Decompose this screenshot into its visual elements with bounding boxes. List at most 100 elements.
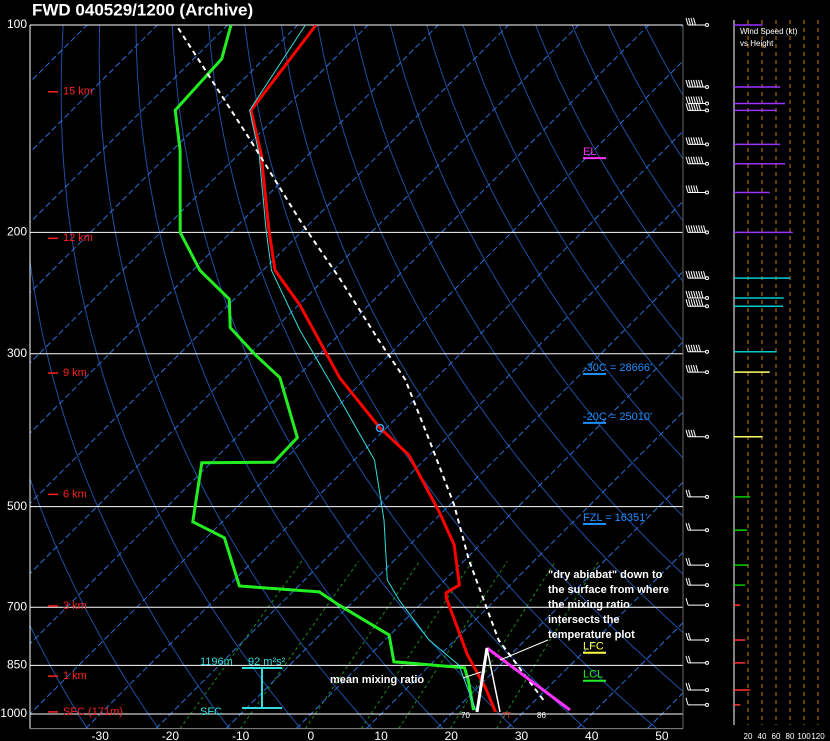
barb-part	[695, 344, 699, 352]
barb-part	[695, 185, 699, 193]
isotherm	[30, 25, 158, 153]
barb-part	[700, 156, 704, 164]
barb-part	[685, 270, 689, 279]
surface-value: 86	[537, 711, 546, 720]
barb-part	[695, 364, 699, 373]
wind-barb	[685, 597, 709, 608]
profile-line	[173, 25, 475, 711]
barb-part	[693, 79, 696, 88]
barb-part	[693, 17, 696, 26]
barb-part	[698, 225, 701, 233]
barb-part	[695, 299, 699, 307]
wind-barb	[685, 96, 709, 106]
barb-part	[693, 344, 696, 352]
dry-adiabat	[30, 257, 230, 729]
surface-value: 70	[461, 711, 470, 720]
barb-part	[690, 364, 694, 373]
barb-part	[685, 577, 689, 586]
barb-part	[688, 185, 691, 193]
barb-part	[700, 299, 704, 307]
dry-adiabat	[60, 25, 302, 729]
barb-part	[690, 185, 694, 193]
barb-part	[690, 17, 694, 26]
isotherm	[30, 25, 650, 645]
annotation: the surface from where	[548, 584, 669, 596]
barb-part	[705, 142, 709, 147]
barb-part	[705, 434, 709, 439]
marker	[375, 423, 385, 433]
barb-part	[705, 638, 709, 643]
background-lines	[30, 25, 830, 729]
barb-part	[690, 137, 694, 145]
dry-adiabat	[135, 25, 444, 729]
dry-adiabat	[280, 25, 683, 692]
barb-part	[695, 79, 699, 88]
barb-part	[698, 96, 701, 104]
barb-part	[705, 190, 709, 195]
barb-part	[693, 270, 696, 279]
height-label: 6 km	[63, 488, 87, 500]
isotherm	[85, 130, 683, 729]
y-tick-label: 300	[7, 346, 27, 360]
barb-part	[695, 156, 699, 164]
barb-part	[688, 299, 691, 307]
x-tick-label: 50	[655, 729, 669, 741]
barb-part	[705, 583, 709, 588]
y-tick-label: 500	[7, 499, 27, 513]
barb-part	[685, 290, 689, 299]
barb-part	[705, 494, 709, 499]
barb-part	[698, 79, 701, 88]
barb-part	[705, 23, 709, 27]
y-tick-label: 200	[7, 225, 27, 239]
barb-part	[698, 270, 701, 279]
barb-part	[705, 660, 709, 665]
barb-part	[695, 225, 699, 233]
barb-part	[688, 557, 691, 566]
x-tick-label: 40	[585, 729, 599, 741]
barb-part	[688, 225, 691, 233]
barb-part	[688, 364, 691, 373]
barb-part	[705, 276, 709, 281]
level-label: LFC	[583, 641, 604, 653]
barb-part	[693, 96, 696, 104]
y-tick-label: 700	[7, 599, 27, 613]
barb-part	[705, 702, 709, 707]
wind-barb	[685, 299, 709, 309]
barb-part	[690, 156, 694, 164]
profile-line	[175, 25, 545, 701]
wind-tick-label: 120	[811, 732, 825, 741]
barb-part	[695, 96, 699, 104]
barb-part	[688, 270, 691, 279]
barb-part	[695, 103, 699, 111]
barb-part	[693, 364, 696, 373]
dry-adiabat	[680, 25, 683, 30]
barb-part	[688, 290, 691, 299]
wind-barb	[685, 697, 709, 707]
barb-part	[685, 299, 689, 307]
pointer	[462, 671, 482, 679]
x-tick-label: -30	[92, 729, 110, 741]
wind-barb	[685, 364, 709, 375]
wind-barb	[685, 137, 709, 147]
wind-title: Wind Speed (kt)	[740, 27, 798, 36]
barb-part	[688, 655, 691, 664]
dry-adiabat	[353, 25, 683, 575]
barb-part	[685, 96, 689, 104]
barb-part	[705, 528, 709, 533]
level-label: LCL	[583, 669, 603, 681]
surface-value: 77	[502, 711, 511, 720]
height-label: 9 km	[63, 367, 87, 379]
barb-part	[688, 137, 691, 145]
dry-adiabat	[826, 25, 830, 729]
dry-adiabat	[607, 25, 683, 160]
wind-barb	[685, 79, 709, 89]
barb-part	[690, 270, 694, 279]
mixing-ratio-line	[496, 560, 600, 729]
barb-part	[690, 225, 694, 233]
isotherm	[436, 481, 683, 729]
y-tick-label: 1000	[0, 706, 27, 720]
wind-tick-label: 20	[744, 732, 753, 741]
level-label: EL	[583, 146, 596, 158]
wind-barb	[685, 17, 709, 27]
